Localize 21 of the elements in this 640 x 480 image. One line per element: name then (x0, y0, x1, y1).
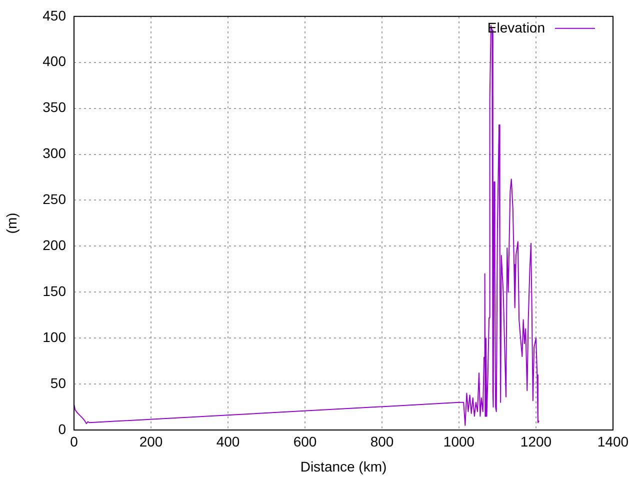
y-axis-title: (m) (3, 212, 20, 234)
y-tick-label: 50 (50, 374, 66, 391)
x-tick-label: 1400 (597, 433, 629, 450)
y-tick-label: 150 (42, 282, 66, 299)
y-tick-label: 200 (42, 237, 66, 254)
x-tick-label: 800 (370, 433, 394, 450)
legend-label: Elevation (487, 19, 545, 36)
y-tick-label: 100 (42, 328, 66, 345)
y-tick-label: 400 (42, 53, 66, 70)
x-axis-title: Distance (km) (300, 458, 387, 474)
y-tick-label: 450 (42, 7, 66, 24)
x-tick-label: 1000 (443, 433, 475, 450)
y-tick-label: 0 (58, 420, 66, 437)
x-tick-label: 200 (139, 433, 163, 450)
x-tick-label: 1200 (520, 433, 552, 450)
y-tick-label: 250 (42, 191, 66, 208)
x-tick-label: 400 (216, 433, 240, 450)
x-tick-label: 0 (70, 433, 78, 450)
x-tick-label: 600 (293, 433, 317, 450)
y-tick-label: 300 (42, 145, 66, 162)
y-tick-label: 350 (42, 99, 66, 116)
